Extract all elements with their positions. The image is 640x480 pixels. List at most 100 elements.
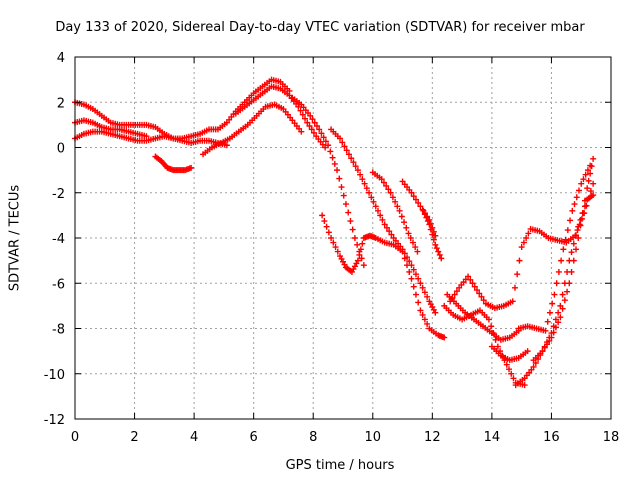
data-point — [354, 257, 361, 264]
data-point-interp — [424, 218, 431, 225]
data-point — [542, 327, 549, 334]
data-point — [316, 126, 323, 133]
data-point-interp — [370, 198, 377, 205]
data-point — [590, 155, 597, 162]
data-point-interp — [581, 203, 588, 210]
data-point — [590, 192, 597, 199]
data-point-interp — [423, 214, 430, 221]
data-point-interp — [409, 239, 416, 246]
data-point-interp — [412, 196, 419, 203]
y-tick-label: 2 — [57, 96, 65, 111]
data-point-interp — [568, 268, 575, 275]
data-point-interp — [318, 130, 325, 137]
data-point-interp — [419, 311, 426, 318]
data-point-interp — [403, 224, 410, 231]
y-tick-label: 0 — [57, 142, 65, 157]
y-tick-label: -2 — [52, 187, 65, 202]
data-point — [298, 128, 305, 135]
data-point-interp — [555, 309, 562, 316]
data-point-interp — [357, 171, 364, 178]
data-point — [494, 343, 501, 350]
data-point-interp — [585, 177, 592, 184]
data-point-interp — [368, 194, 375, 201]
y-tick-label: 4 — [57, 51, 65, 66]
data-point-interp — [311, 119, 318, 126]
data-point-interp — [570, 257, 577, 264]
data-point-interp — [588, 163, 595, 170]
x-tick-label: 2 — [130, 430, 138, 445]
data-point-interp — [575, 187, 582, 194]
data-point-interp — [394, 203, 401, 210]
data-point-interp — [564, 288, 571, 295]
data-point-interp — [584, 167, 591, 174]
data-point-interp — [577, 222, 584, 229]
data-point — [566, 280, 573, 287]
data-point-interp — [321, 218, 328, 225]
x-tick-label: 8 — [309, 430, 317, 445]
data-point-interp — [511, 284, 518, 291]
data-point — [420, 207, 427, 214]
data-point-interp — [309, 116, 316, 123]
data-point-interp — [339, 139, 346, 146]
data-point-interp — [427, 226, 434, 233]
data-point-interp — [561, 297, 568, 304]
data-point — [530, 363, 537, 370]
series-sat-s — [488, 343, 531, 364]
series-sat-h — [319, 212, 448, 341]
data-point — [337, 135, 344, 142]
data-point-interp — [380, 179, 387, 186]
data-point-interp — [543, 341, 550, 348]
data-point-interp — [550, 329, 557, 336]
data-point-interp — [582, 171, 589, 178]
y-tick-label: -4 — [52, 232, 65, 247]
data-point-interp — [352, 163, 359, 170]
data-point-interp — [336, 175, 343, 182]
data-point-interp — [570, 240, 577, 247]
y-tick-label: -6 — [52, 277, 65, 292]
data-point-interp — [377, 212, 384, 219]
series-sat-a — [72, 76, 293, 142]
data-point-interp — [559, 291, 566, 298]
data-point-interp — [435, 248, 442, 255]
data-point-interp — [564, 227, 571, 234]
series-sat-l — [420, 207, 445, 262]
data-point — [465, 273, 472, 280]
y-tick-label: -10 — [44, 368, 65, 383]
data-point-interp — [555, 268, 562, 275]
data-point-interp — [574, 227, 581, 234]
data-point-interp — [573, 194, 580, 201]
data-point — [354, 167, 361, 174]
data-point-interp — [320, 134, 327, 141]
data-point-interp — [340, 192, 347, 199]
data-point — [417, 280, 424, 287]
data-point — [560, 246, 567, 253]
data-point-interp — [343, 147, 350, 154]
data-point — [328, 235, 335, 241]
data-point-interp — [349, 226, 356, 233]
data-point — [408, 189, 415, 196]
data-point-interp — [567, 217, 574, 224]
data-point-interp — [345, 209, 352, 216]
data-point-interp — [302, 115, 309, 122]
series-sat-f — [232, 83, 329, 151]
data-point-interp — [415, 275, 422, 282]
data-point-interp — [424, 320, 431, 327]
series-sat-c — [72, 128, 230, 149]
series-sat-r — [530, 155, 597, 364]
data-point-interp — [299, 111, 306, 118]
data-point — [557, 314, 564, 321]
data-point — [548, 334, 555, 341]
data-point — [426, 221, 433, 228]
data-point-interp — [480, 297, 487, 304]
data-point — [432, 232, 439, 239]
data-point — [590, 180, 597, 187]
data-point — [325, 142, 332, 149]
data-point-interp — [306, 123, 313, 130]
data-point-interp — [410, 266, 417, 273]
data-point-interp — [553, 280, 560, 287]
data-point — [342, 201, 349, 208]
data-point-interp — [580, 176, 587, 183]
data-point-interp — [476, 290, 483, 297]
data-point-interp — [332, 244, 339, 251]
